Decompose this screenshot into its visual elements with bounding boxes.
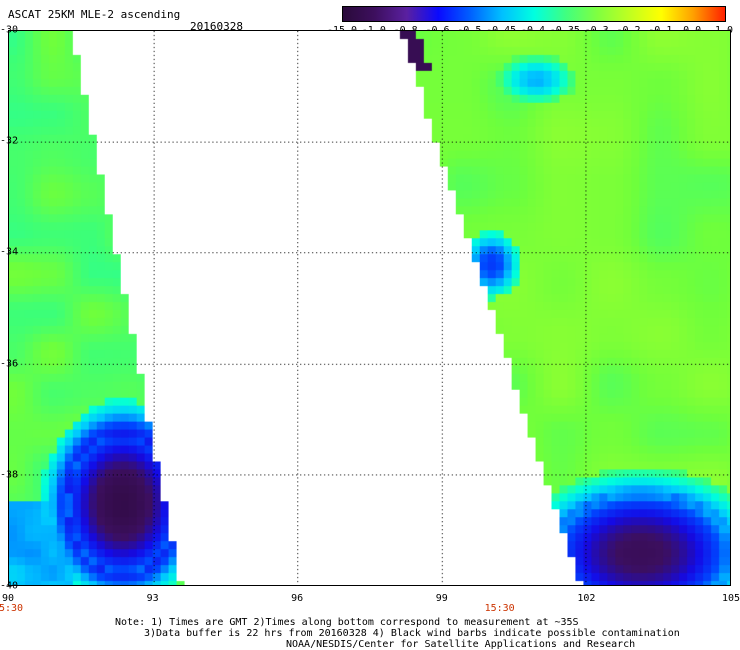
latitude-label: -36 <box>0 358 19 370</box>
time-label: 15:30 <box>0 603 24 614</box>
latitude-label: -38 <box>0 469 19 481</box>
latitude-label: -40 <box>0 580 19 592</box>
time-label: 15:30 <box>484 603 515 614</box>
longitude-label: 93 <box>146 593 159 604</box>
longitude-label: 99 <box>435 593 448 604</box>
longitude-label: 96 <box>291 593 304 604</box>
map-date: 20160328 <box>190 20 243 33</box>
note-line-2: 3)Data buffer is 22 hrs from 20160328 4)… <box>144 628 680 639</box>
colorbar <box>342 6 726 22</box>
latitude-label: -34 <box>0 246 19 258</box>
longitude-label: 102 <box>577 593 596 604</box>
note-line-1: Note: 1) Times are GMT 2)Times along bot… <box>115 617 579 628</box>
longitude-label: 105 <box>721 593 740 604</box>
latitude-label: -32 <box>0 135 19 147</box>
latitude-label: -30 <box>0 24 19 36</box>
longitude-label: 90 <box>1 593 15 604</box>
map-title: ASCAT 25KM MLE-2 ascending <box>8 8 181 21</box>
map-panel <box>8 30 731 586</box>
note-line-3: NOAA/NESDIS/Center for Satellite Applica… <box>286 639 636 650</box>
swath-heatmap <box>8 30 731 586</box>
